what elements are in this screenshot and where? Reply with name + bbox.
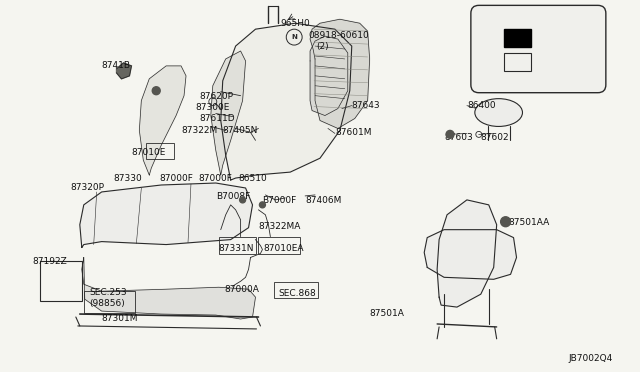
Text: JB7002Q4: JB7002Q4 <box>568 354 612 363</box>
Text: (2): (2) <box>316 42 329 51</box>
Text: 87601M: 87601M <box>335 128 371 137</box>
Text: N: N <box>291 34 297 40</box>
Text: 87000A: 87000A <box>225 285 260 294</box>
Ellipse shape <box>475 99 522 126</box>
Bar <box>219 237 257 254</box>
Polygon shape <box>424 230 516 279</box>
Circle shape <box>259 202 266 208</box>
Text: 87301M: 87301M <box>102 314 138 323</box>
Text: 87331N: 87331N <box>219 244 254 253</box>
Polygon shape <box>140 66 186 175</box>
Text: 87322M: 87322M <box>181 126 218 135</box>
FancyBboxPatch shape <box>471 5 606 93</box>
Text: 87010EA: 87010EA <box>264 244 304 253</box>
Polygon shape <box>437 200 497 307</box>
Text: SEC.868: SEC.868 <box>278 289 316 298</box>
Polygon shape <box>211 51 246 175</box>
Bar <box>40 262 82 301</box>
Polygon shape <box>310 36 348 116</box>
Circle shape <box>500 217 511 227</box>
Polygon shape <box>116 63 131 79</box>
Polygon shape <box>80 183 253 247</box>
Text: B7000F: B7000F <box>262 196 297 205</box>
Text: 87010E: 87010E <box>131 148 166 157</box>
Text: 87192Z: 87192Z <box>32 257 67 266</box>
Bar <box>147 143 174 159</box>
Bar <box>504 53 531 71</box>
Text: 87322MA: 87322MA <box>259 222 301 231</box>
Text: (98856): (98856) <box>90 299 125 308</box>
Polygon shape <box>82 257 255 319</box>
Text: 87000F: 87000F <box>198 174 232 183</box>
Text: 8741B: 8741B <box>102 61 131 70</box>
Text: 87406M: 87406M <box>305 196 342 205</box>
Text: 08918-60610: 08918-60610 <box>308 31 369 40</box>
Bar <box>504 29 531 47</box>
Text: 965H0: 965H0 <box>280 19 310 28</box>
Text: 87300E: 87300E <box>195 103 229 112</box>
Text: 87320P: 87320P <box>70 183 104 192</box>
Text: 87603: 87603 <box>444 134 473 142</box>
Bar <box>84 291 136 313</box>
Text: 87501A: 87501A <box>370 309 404 318</box>
Polygon shape <box>221 23 352 180</box>
Text: 86400: 86400 <box>467 101 495 110</box>
Text: 87000F: 87000F <box>159 174 193 183</box>
Text: 87405N: 87405N <box>223 126 258 135</box>
Polygon shape <box>310 19 370 128</box>
Circle shape <box>446 131 454 138</box>
Text: B7008F: B7008F <box>216 192 250 201</box>
Text: 87501AA: 87501AA <box>509 218 550 227</box>
Text: 87330: 87330 <box>113 174 142 183</box>
Text: SEC.253: SEC.253 <box>90 288 127 297</box>
Text: 87620P: 87620P <box>199 92 233 101</box>
Bar <box>275 282 318 298</box>
Text: 87643: 87643 <box>352 101 380 110</box>
Text: 86510: 86510 <box>239 174 268 183</box>
Bar <box>259 237 300 254</box>
Text: 87611D: 87611D <box>199 113 234 122</box>
Text: 87602: 87602 <box>481 134 509 142</box>
Circle shape <box>239 197 246 203</box>
Circle shape <box>152 87 160 95</box>
